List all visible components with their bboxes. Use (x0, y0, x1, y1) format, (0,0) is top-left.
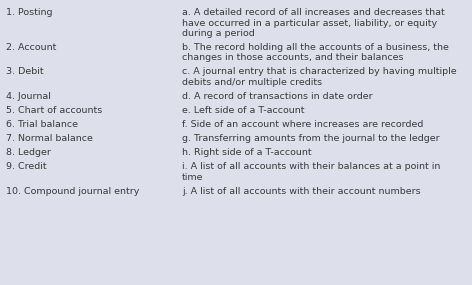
Text: e. Left side of a T-account: e. Left side of a T-account (182, 106, 304, 115)
Text: 8. Ledger: 8. Ledger (6, 148, 51, 157)
Text: d. A record of transactions in date order: d. A record of transactions in date orde… (182, 92, 372, 101)
Text: g. Transferring amounts from the journal to the ledger: g. Transferring amounts from the journal… (182, 134, 439, 143)
Text: b. The record holding all the accounts of a business, the: b. The record holding all the accounts o… (182, 43, 449, 52)
Text: 5. Chart of accounts: 5. Chart of accounts (6, 106, 102, 115)
Text: have occurred in a particular asset, liability, or equity: have occurred in a particular asset, lia… (182, 19, 437, 27)
Text: 4. Journal: 4. Journal (6, 92, 51, 101)
Text: during a period: during a period (182, 29, 255, 38)
Text: c. A journal entry that is characterized by having multiple: c. A journal entry that is characterized… (182, 68, 456, 76)
Text: debits and/or multiple credits: debits and/or multiple credits (182, 78, 322, 87)
Text: 9. Credit: 9. Credit (6, 162, 47, 171)
Text: 1. Posting: 1. Posting (6, 8, 52, 17)
Text: 3. Debit: 3. Debit (6, 68, 43, 76)
Text: 2. Account: 2. Account (6, 43, 56, 52)
Text: h. Right side of a T-account: h. Right side of a T-account (182, 148, 312, 157)
Text: changes in those accounts, and their balances: changes in those accounts, and their bal… (182, 54, 404, 62)
Text: 10. Compound journal entry: 10. Compound journal entry (6, 186, 139, 196)
Text: f. Side of an account where increases are recorded: f. Side of an account where increases ar… (182, 120, 423, 129)
Text: 7. Normal balance: 7. Normal balance (6, 134, 93, 143)
Text: i. A list of all accounts with their balances at a point in: i. A list of all accounts with their bal… (182, 162, 440, 171)
Text: 6. Trial balance: 6. Trial balance (6, 120, 78, 129)
Text: time: time (182, 172, 203, 182)
Text: a. A detailed record of all increases and decreases that: a. A detailed record of all increases an… (182, 8, 445, 17)
Text: j. A list of all accounts with their account numbers: j. A list of all accounts with their acc… (182, 186, 421, 196)
